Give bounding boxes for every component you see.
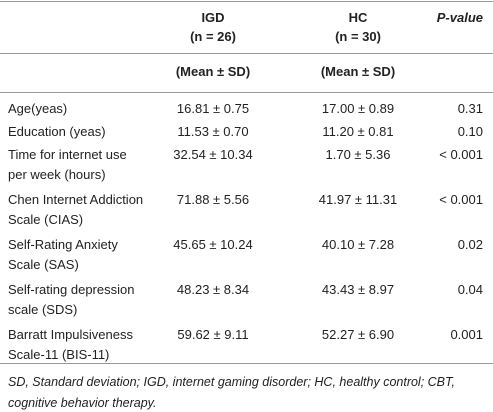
header: P-value <box>436 10 483 25</box>
cell: 40.10 ± 7.28 <box>321 237 395 252</box>
subheader: (Mean ± SD) <box>175 64 251 79</box>
cell: < 0.001 <box>439 147 483 162</box>
row-label: Self-Rating Anxiety <box>8 237 118 252</box>
cell: 41.97 ± 11.31 <box>318 192 398 207</box>
cell: < 0.001 <box>439 192 483 207</box>
row-label: Scale (SAS) <box>8 257 79 272</box>
cell: 11.20 ± 0.81 <box>322 124 394 139</box>
footnote: SD, Standard deviation; IGD, internet ga… <box>8 375 455 410</box>
row-label: scale (SDS) <box>8 302 78 317</box>
header: HC <box>348 10 368 25</box>
header: IGD <box>201 10 225 25</box>
cell: 59.62 ± 9.11 <box>177 327 249 342</box>
cell: 1.70 ± 5.36 <box>325 147 391 162</box>
row-label: Self-rating depression <box>8 282 135 297</box>
cell: 43.43 ± 8.97 <box>321 282 395 297</box>
header: (n = 30) <box>335 29 381 44</box>
cell: 45.65 ± 10.24 <box>173 237 253 252</box>
rule <box>0 92 493 93</box>
cell: 0.04 <box>457 282 483 297</box>
row-label: Chen Internet Addiction <box>8 192 144 207</box>
row-label: Scale-11 (BIS-11) <box>8 347 110 362</box>
rule <box>0 1 493 2</box>
cell: 48.23 ± 8.34 <box>176 282 250 297</box>
row-label: Age(yeas) <box>8 101 68 116</box>
cell: 32.54 ± 10.34 <box>173 147 253 162</box>
cell: 71.88 ± 5.56 <box>176 192 250 207</box>
cell: 17.00 ± 0.89 <box>321 101 395 116</box>
subheader: (Mean ± SD) <box>320 64 396 79</box>
row-label: Barratt Impulsiveness <box>8 327 133 342</box>
cell: 0.02 <box>457 237 483 252</box>
rule <box>0 363 493 364</box>
rule <box>0 53 493 54</box>
cell: 0.10 <box>457 124 483 139</box>
cell: 11.53 ± 0.70 <box>177 124 249 139</box>
row-label: Scale (CIAS) <box>8 212 84 227</box>
cell: 16.81 ± 0.75 <box>176 101 250 116</box>
header: (n = 26) <box>190 29 236 44</box>
row-label: per week (hours) <box>8 167 106 182</box>
cell: 0.001 <box>450 327 483 342</box>
row-label: Education (yeas) <box>8 124 106 139</box>
cell: 0.31 <box>457 101 483 116</box>
cell: 52.27 ± 6.90 <box>321 327 395 342</box>
row-label: Time for internet use <box>8 147 127 162</box>
